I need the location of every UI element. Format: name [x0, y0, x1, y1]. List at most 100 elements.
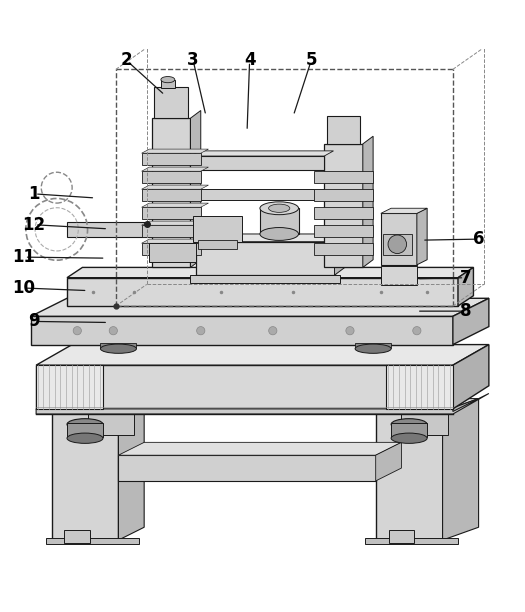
Polygon shape: [142, 243, 201, 255]
Polygon shape: [119, 455, 376, 481]
Polygon shape: [149, 243, 196, 263]
Ellipse shape: [269, 204, 290, 212]
Ellipse shape: [391, 433, 427, 443]
Polygon shape: [142, 189, 201, 201]
Circle shape: [346, 327, 354, 335]
Text: 12: 12: [22, 215, 45, 234]
Ellipse shape: [67, 433, 103, 443]
Bar: [198, 240, 237, 250]
Polygon shape: [51, 398, 144, 411]
Polygon shape: [376, 411, 443, 540]
Polygon shape: [381, 214, 417, 265]
Polygon shape: [355, 343, 391, 348]
Polygon shape: [334, 234, 345, 275]
Polygon shape: [142, 239, 208, 243]
Ellipse shape: [100, 344, 136, 353]
Polygon shape: [191, 151, 333, 156]
Text: 3: 3: [187, 51, 199, 69]
Text: 6: 6: [473, 230, 485, 248]
Polygon shape: [443, 398, 479, 540]
Ellipse shape: [260, 202, 299, 215]
Polygon shape: [100, 343, 136, 348]
Bar: [391, 423, 427, 437]
Polygon shape: [314, 243, 373, 255]
Polygon shape: [142, 185, 208, 189]
Text: 4: 4: [244, 51, 256, 69]
Bar: [383, 234, 412, 255]
Polygon shape: [324, 144, 363, 267]
Bar: [67, 423, 103, 437]
Polygon shape: [191, 111, 201, 267]
Polygon shape: [363, 136, 373, 267]
Ellipse shape: [391, 419, 427, 430]
Polygon shape: [154, 88, 188, 118]
Circle shape: [388, 235, 406, 253]
Bar: [65, 530, 90, 543]
Polygon shape: [142, 203, 208, 207]
Circle shape: [73, 327, 81, 335]
Polygon shape: [46, 537, 139, 543]
Text: 8: 8: [460, 302, 471, 320]
Polygon shape: [67, 278, 458, 306]
Polygon shape: [142, 221, 208, 225]
Circle shape: [197, 327, 205, 335]
Polygon shape: [88, 404, 134, 435]
Polygon shape: [31, 298, 489, 316]
Polygon shape: [314, 207, 373, 218]
Polygon shape: [36, 394, 489, 414]
Polygon shape: [119, 398, 144, 540]
Polygon shape: [142, 149, 208, 153]
Text: 10: 10: [12, 279, 35, 297]
Ellipse shape: [161, 76, 175, 83]
Polygon shape: [193, 216, 242, 242]
Polygon shape: [31, 316, 453, 345]
Ellipse shape: [67, 419, 103, 430]
Polygon shape: [453, 345, 489, 409]
Bar: [388, 530, 414, 543]
Polygon shape: [196, 234, 345, 242]
Polygon shape: [453, 298, 489, 345]
Polygon shape: [381, 208, 427, 214]
Polygon shape: [191, 275, 340, 283]
Text: 2: 2: [120, 51, 132, 69]
Polygon shape: [142, 207, 201, 218]
Polygon shape: [365, 537, 458, 543]
Polygon shape: [152, 118, 191, 267]
Polygon shape: [402, 404, 448, 435]
Polygon shape: [142, 171, 201, 182]
Polygon shape: [36, 365, 453, 409]
Polygon shape: [36, 365, 103, 409]
Polygon shape: [51, 411, 119, 540]
Polygon shape: [142, 153, 201, 165]
Polygon shape: [161, 80, 175, 88]
Polygon shape: [386, 365, 453, 409]
Text: 9: 9: [28, 313, 39, 330]
Text: 5: 5: [306, 51, 317, 69]
Text: 7: 7: [460, 269, 471, 286]
Text: 11: 11: [12, 248, 35, 266]
Polygon shape: [314, 225, 373, 237]
Polygon shape: [376, 442, 402, 481]
Polygon shape: [119, 442, 402, 455]
Polygon shape: [67, 222, 152, 237]
Polygon shape: [67, 267, 474, 278]
Ellipse shape: [355, 344, 391, 353]
Polygon shape: [142, 167, 208, 171]
Polygon shape: [36, 345, 489, 365]
Polygon shape: [376, 398, 479, 411]
Polygon shape: [191, 156, 324, 170]
Ellipse shape: [260, 228, 299, 241]
Circle shape: [109, 327, 118, 335]
Text: 1: 1: [28, 185, 39, 203]
Polygon shape: [314, 189, 373, 201]
Circle shape: [413, 327, 421, 335]
Polygon shape: [196, 242, 334, 275]
Polygon shape: [458, 267, 474, 306]
Polygon shape: [381, 266, 417, 285]
Polygon shape: [314, 171, 373, 182]
Polygon shape: [327, 116, 360, 144]
Polygon shape: [142, 225, 201, 237]
Circle shape: [269, 327, 277, 335]
Polygon shape: [417, 208, 427, 265]
Polygon shape: [260, 208, 299, 234]
